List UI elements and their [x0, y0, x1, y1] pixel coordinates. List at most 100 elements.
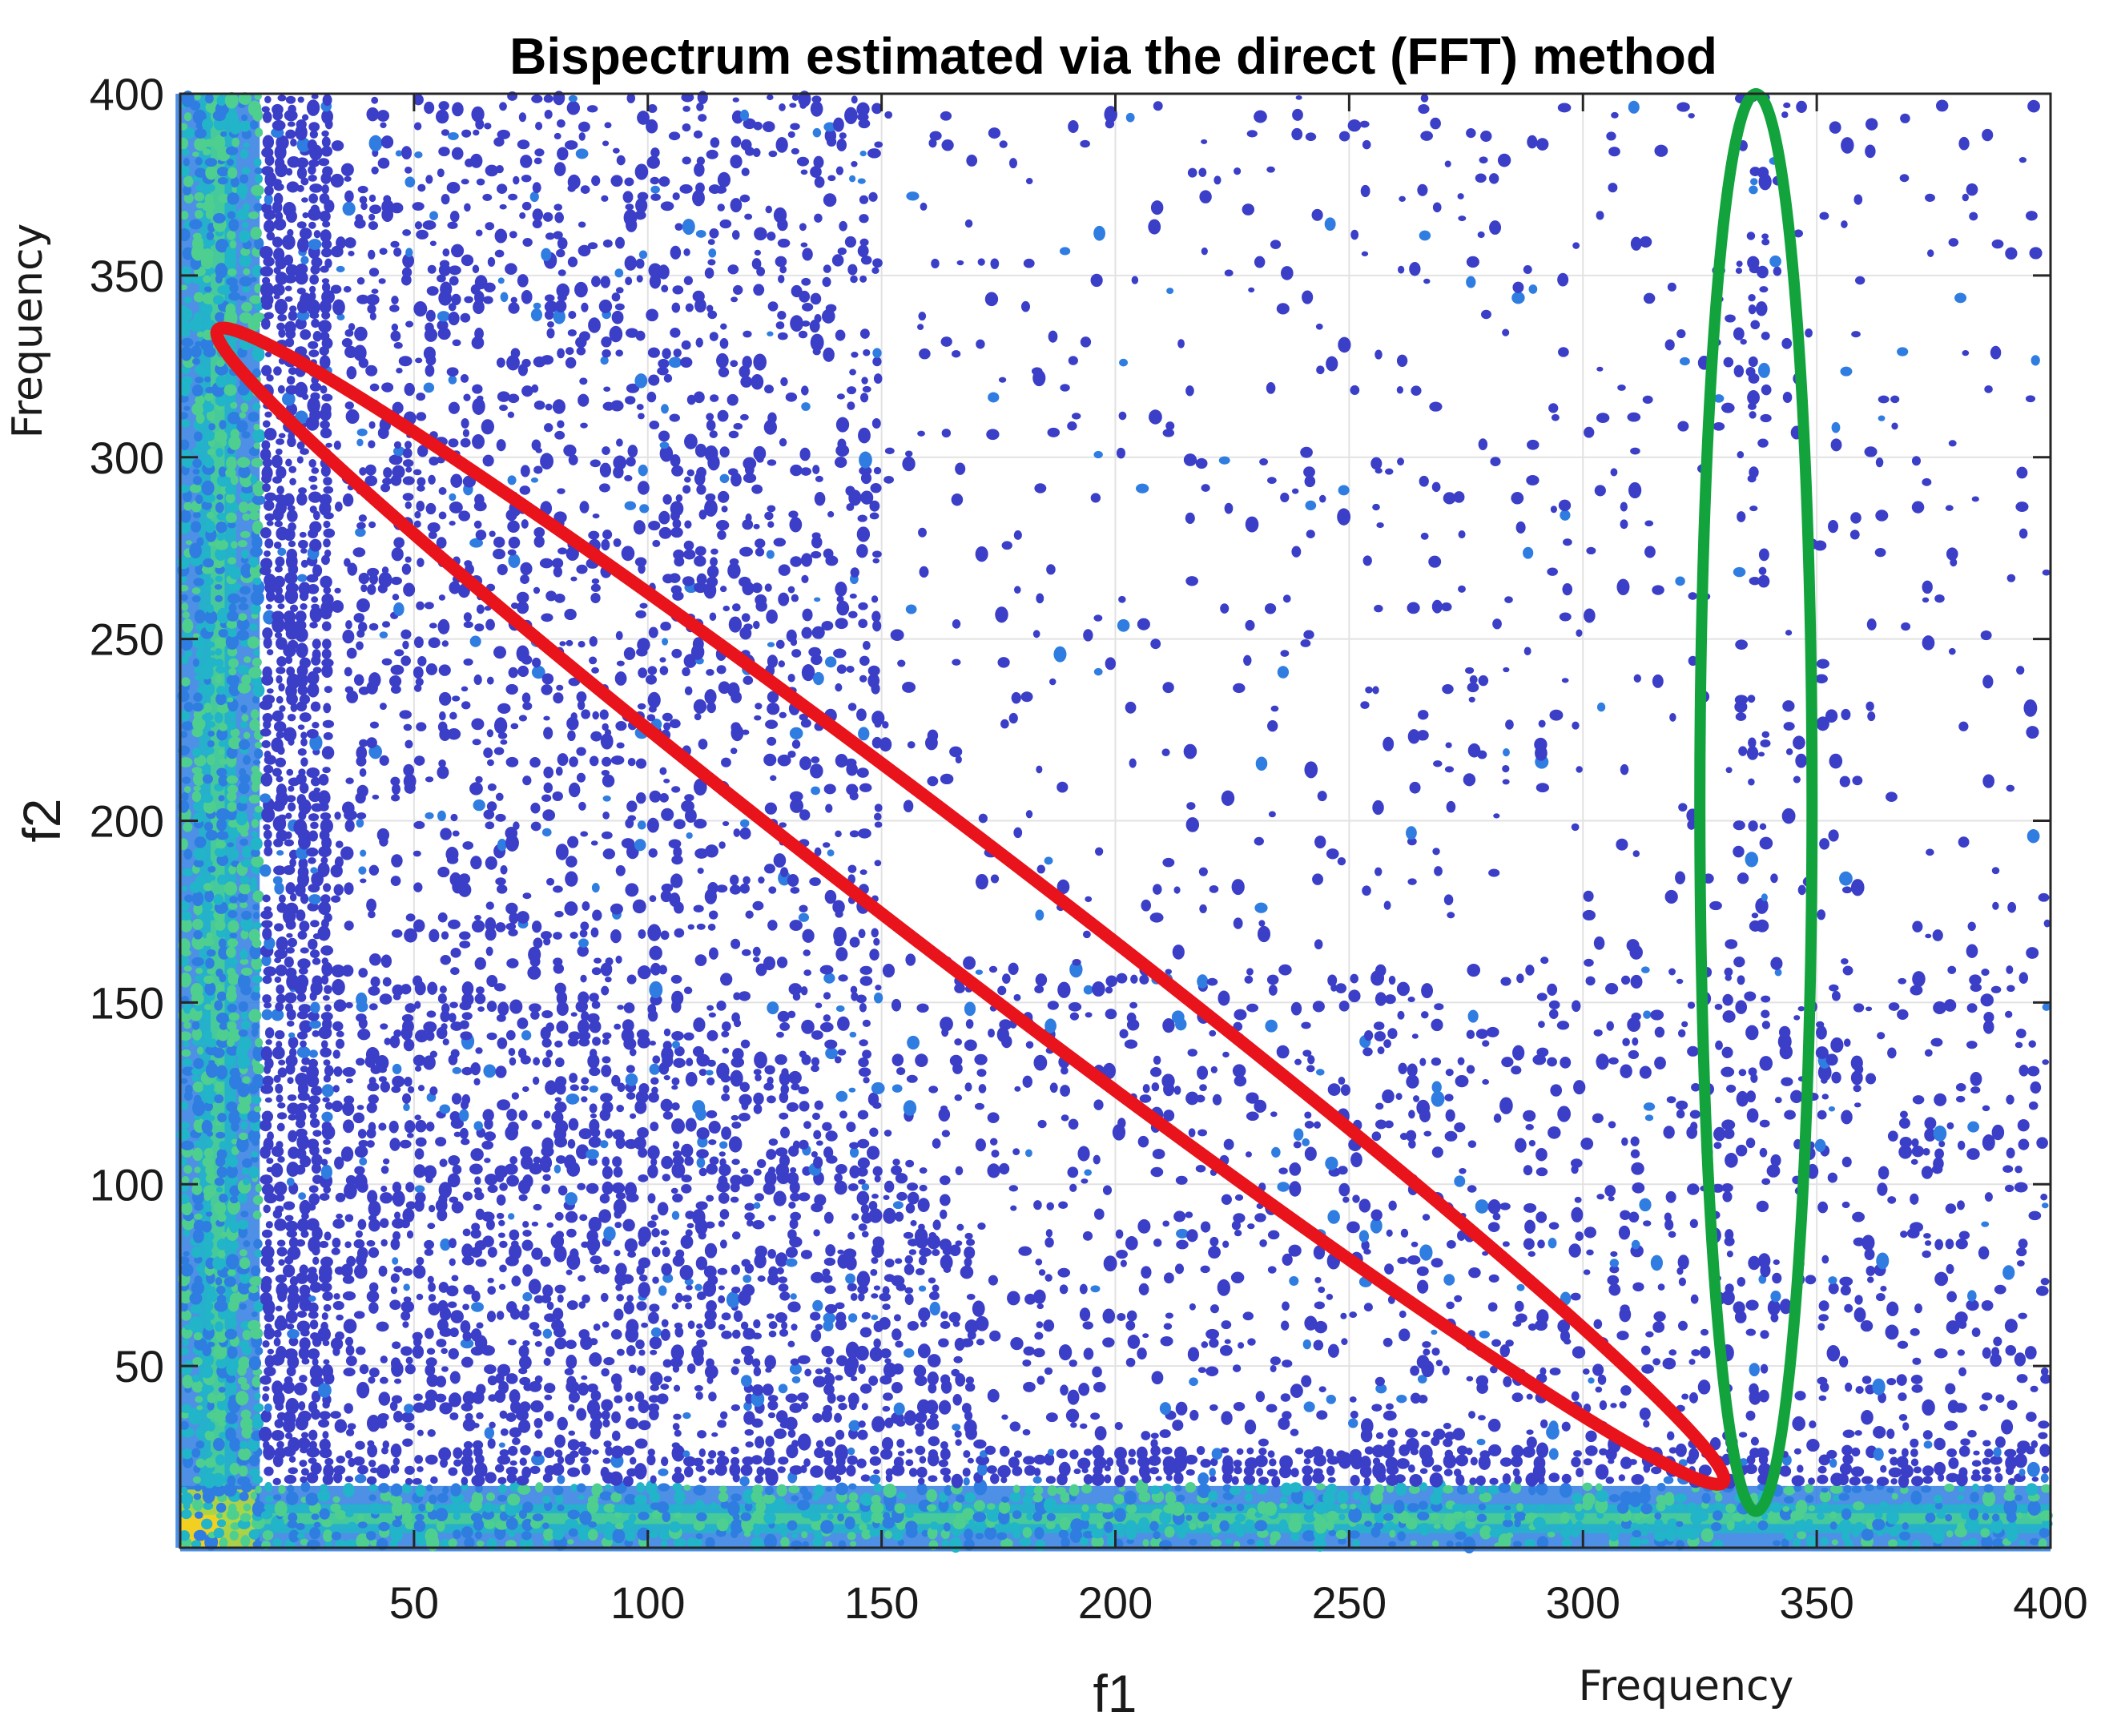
heatmap-cell	[440, 1010, 450, 1023]
heatmap-cell	[827, 849, 835, 857]
heatmap-cell	[307, 683, 320, 698]
heatmap-cell	[648, 1311, 659, 1324]
heatmap-cell	[767, 642, 775, 647]
heatmap-cell	[330, 284, 342, 294]
heatmap-cell	[874, 821, 883, 828]
heatmap-cell	[498, 1442, 505, 1448]
heatmap-cell	[590, 1390, 602, 1402]
heatmap-cell	[322, 220, 331, 228]
heatmap-cell	[296, 1134, 310, 1150]
heatmap-cell	[307, 1138, 320, 1150]
heatmap-cell	[285, 167, 293, 176]
heatmap-cell	[296, 493, 308, 506]
heatmap-cell	[179, 284, 188, 291]
heatmap-cell	[250, 1491, 257, 1500]
heatmap-cell	[425, 309, 436, 322]
heatmap-cell	[557, 547, 568, 555]
heatmap-cell	[276, 829, 288, 842]
heatmap-cell	[603, 1226, 616, 1242]
heatmap-cell	[287, 713, 296, 722]
heatmap-cell	[554, 1284, 566, 1294]
heatmap-cell	[300, 448, 309, 455]
heatmap-cell	[227, 697, 234, 703]
heatmap-cell	[463, 1440, 473, 1450]
heatmap-cell	[229, 896, 239, 904]
heatmap-cell	[204, 376, 211, 383]
heatmap-cell	[462, 475, 477, 488]
heatmap-cell	[698, 114, 707, 122]
heatmap-cell	[296, 310, 310, 321]
heatmap-cell	[859, 275, 867, 283]
heatmap-cell	[465, 1412, 473, 1421]
heatmap-cell	[216, 607, 230, 624]
heatmap-cell	[413, 1265, 426, 1279]
heatmap-cell	[392, 1257, 399, 1265]
heatmap-cell	[613, 1198, 627, 1215]
heatmap-cell	[703, 1265, 717, 1279]
heatmap-cell	[416, 412, 427, 421]
heatmap-cell	[719, 338, 729, 349]
heatmap-cell	[589, 1086, 598, 1093]
heatmap-cell	[237, 1192, 248, 1203]
heatmap-cell	[680, 356, 693, 368]
heatmap-cell	[194, 128, 207, 139]
heatmap-cell	[483, 809, 495, 820]
heatmap-cell	[720, 973, 733, 986]
heatmap-cell	[513, 175, 520, 185]
heatmap-cell	[499, 203, 507, 210]
heatmap-cell	[300, 1468, 309, 1476]
heatmap-cell	[670, 328, 681, 338]
heatmap-cell	[289, 858, 296, 868]
heatmap-cell	[663, 1376, 672, 1383]
heatmap-cell	[553, 511, 567, 524]
heatmap-cell	[706, 1029, 718, 1041]
heatmap-cell	[496, 1013, 506, 1022]
heatmap-cell	[753, 523, 760, 530]
heatmap-cell	[884, 1358, 892, 1364]
heatmap-cell	[460, 437, 471, 448]
heatmap-cell	[844, 236, 857, 248]
heatmap-cell	[288, 465, 297, 473]
heatmap-cell	[215, 1393, 226, 1402]
heatmap-cell	[295, 1147, 307, 1159]
heatmap-cell	[377, 157, 390, 169]
heatmap-cell	[871, 267, 879, 274]
heatmap-cell	[336, 313, 345, 321]
heatmap-cell	[521, 1239, 533, 1251]
heatmap-cell	[650, 147, 660, 158]
heatmap-cell	[416, 501, 425, 512]
heatmap-cell	[497, 1232, 505, 1239]
heatmap-cell	[415, 1484, 426, 1497]
heatmap-cell	[673, 1057, 686, 1068]
heatmap-cell	[557, 147, 569, 161]
heatmap-cell	[751, 582, 763, 594]
heatmap-cell	[450, 1501, 461, 1513]
heatmap-cell	[237, 973, 251, 990]
heatmap-cell	[461, 1356, 473, 1368]
heatmap-cell	[553, 1164, 561, 1174]
heatmap-cell	[312, 649, 321, 661]
heatmap-cell	[317, 1489, 331, 1503]
heatmap-cell	[404, 1465, 415, 1475]
heatmap-cell	[206, 410, 215, 421]
heatmap-cell	[202, 713, 214, 722]
heatmap-cell	[427, 522, 441, 533]
heatmap-cell	[605, 957, 614, 966]
heatmap-cell	[883, 1483, 897, 1498]
heatmap-cell	[767, 301, 779, 312]
heatmap-cell	[310, 1462, 322, 1475]
heatmap-cell	[873, 937, 880, 946]
heatmap-cell	[883, 1512, 891, 1520]
heatmap-cell	[320, 812, 332, 820]
heatmap-cell	[287, 1291, 300, 1307]
heatmap-cell	[306, 1218, 320, 1231]
heatmap-cell	[322, 1017, 332, 1031]
heatmap-cell	[207, 449, 215, 456]
heatmap-cell	[322, 995, 330, 1001]
heatmap-cell	[461, 1012, 473, 1021]
heatmap-cell	[299, 712, 312, 723]
heatmap-cell	[875, 985, 882, 991]
heatmap-cell	[348, 323, 356, 331]
heatmap-cell	[692, 1045, 705, 1057]
heatmap-cell	[251, 1028, 259, 1037]
